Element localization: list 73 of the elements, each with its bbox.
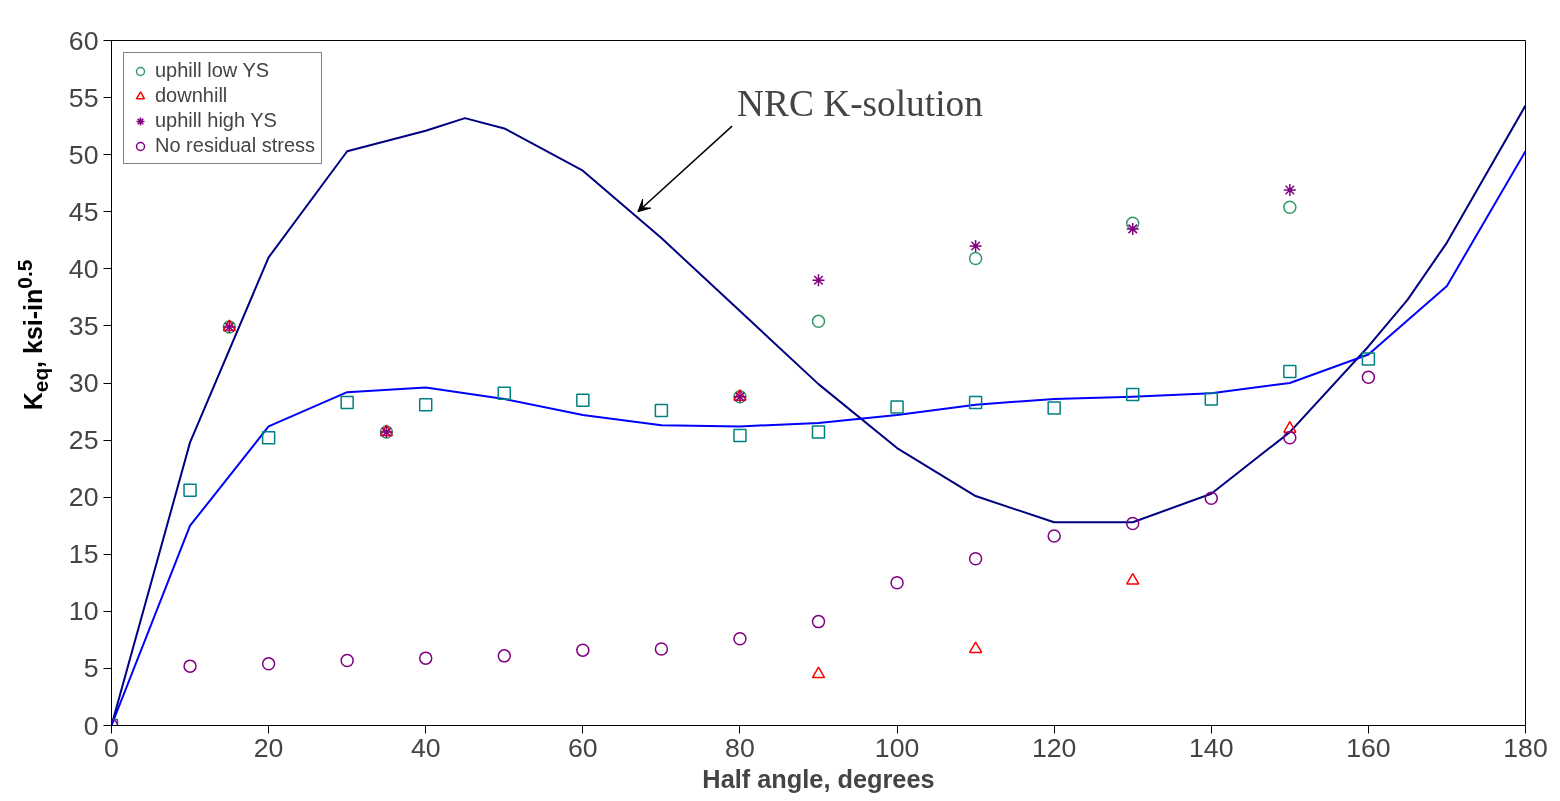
y-tick-label: 40 (68, 253, 99, 284)
x-tick-label: 100 (874, 732, 920, 763)
point (654, 642, 669, 656)
point (1283, 420, 1297, 433)
point (261, 431, 276, 445)
x-tick-label: 60 (568, 732, 598, 763)
point (576, 393, 590, 407)
point (1125, 387, 1140, 402)
y-tick-label: 60 (68, 25, 99, 56)
point (183, 483, 197, 498)
point (1283, 183, 1297, 197)
point (1361, 370, 1376, 385)
point (968, 552, 983, 566)
y-tick-label: 45 (68, 196, 99, 227)
point (183, 659, 197, 673)
point (733, 632, 747, 646)
point (1283, 431, 1297, 445)
y-tick-label: 10 (68, 596, 99, 627)
point (497, 386, 512, 401)
point (968, 395, 983, 410)
point (1204, 491, 1219, 506)
legend-label: uphill high YS (155, 109, 277, 132)
point (1047, 529, 1061, 543)
point (811, 314, 826, 329)
point (418, 397, 433, 412)
y-tick-label: 35 (68, 310, 99, 341)
y-tick-label: 15 (68, 539, 99, 570)
x-tick-label: 140 (1189, 732, 1234, 763)
legend-label: uphill low YS (155, 59, 270, 82)
point (811, 425, 826, 439)
x-tick-label: 160 (1346, 732, 1391, 763)
annotation: NRC K-solution (737, 83, 984, 125)
point (1125, 222, 1140, 236)
x-tick-label: 20 (253, 732, 284, 763)
point (1204, 392, 1219, 406)
y-tick-label: 0 (83, 710, 99, 741)
y-tick-label: 55 (68, 82, 99, 113)
legend-label: downhill (155, 84, 228, 107)
point (733, 428, 747, 443)
point (811, 273, 826, 287)
point (1125, 572, 1140, 585)
y-tick-label: 50 (68, 139, 99, 170)
point (654, 403, 669, 418)
point (968, 641, 983, 654)
point (1125, 516, 1140, 531)
x-tick-label: 180 (1503, 732, 1548, 763)
point (418, 651, 433, 665)
point (811, 614, 826, 629)
point (890, 400, 904, 414)
point (1125, 216, 1140, 230)
y-tick-label: 20 (68, 482, 99, 513)
y-tick-label: 5 (83, 653, 99, 684)
point (811, 666, 826, 679)
point (1361, 352, 1376, 366)
point (1283, 200, 1297, 214)
point (497, 649, 512, 663)
point (1283, 364, 1297, 379)
point (261, 657, 276, 671)
y-tick-label: 30 (68, 368, 99, 398)
point (968, 251, 983, 266)
x-tick-label: 80 (725, 732, 755, 763)
x-tick-label: 0 (104, 732, 119, 763)
x-tick-label: 40 (410, 732, 441, 763)
point (576, 643, 590, 657)
point (890, 576, 904, 590)
x-tick-label: 120 (1031, 732, 1077, 763)
point (340, 395, 354, 410)
x-axis-title: Half angle, degrees (702, 764, 935, 793)
point (968, 239, 983, 253)
point (340, 653, 354, 668)
legend-label: No residual stress (155, 134, 316, 157)
y-tick-label: 25 (68, 425, 99, 456)
point (1047, 401, 1061, 415)
